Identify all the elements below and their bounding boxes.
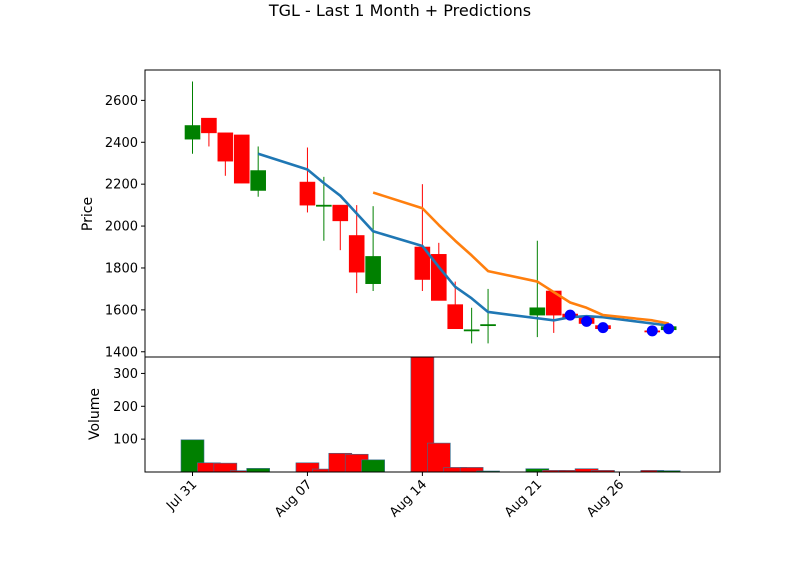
volume-axis-label: Volume: [87, 388, 103, 440]
prediction-point: [581, 315, 593, 327]
price-axes-frame: [144, 69, 721, 358]
volume-y-tick-label: 100: [113, 433, 138, 448]
candle-body: [447, 304, 464, 330]
candle-body: [316, 204, 332, 207]
candle-body: [217, 132, 234, 162]
candle-body: [463, 329, 480, 332]
candle-body: [250, 170, 266, 191]
candle-body: [365, 256, 381, 284]
chart-title: TGL - Last 1 Month + Predictions: [268, 1, 531, 20]
prediction-point: [597, 322, 609, 334]
candle-body: [480, 324, 496, 327]
candle-body: [348, 235, 365, 273]
price-y-tick-label: 1800: [105, 261, 138, 276]
prediction-point: [646, 325, 658, 337]
volume-bar: [246, 468, 270, 473]
candle-body: [201, 117, 217, 134]
price-y-tick-label: 1400: [105, 345, 138, 360]
volume-bar: [361, 459, 385, 473]
candle-body: [529, 307, 546, 316]
price-y-tick-label: 2600: [105, 94, 138, 109]
volume-panel: 100 200 300 Jul 31 Aug 07 Aug 14 Aug 21 Aug 26: [113, 356, 721, 520]
price-y-tick-label: 2000: [105, 220, 138, 235]
price-axis-label: Price: [80, 197, 96, 231]
short-average-line: [257, 152, 669, 327]
x-tick-label: Aug 26: [584, 477, 627, 520]
volume-y-tick-label: 200: [113, 400, 138, 415]
volume-axes-frame: [144, 356, 721, 473]
price-y-tick-label: 2400: [105, 136, 138, 151]
candle-body: [184, 125, 201, 140]
long-average-line: [372, 191, 669, 325]
prediction-point: [663, 323, 675, 335]
x-tick-label: Jul 31: [163, 477, 200, 514]
x-tick-label: Aug 21: [502, 477, 545, 520]
price-y-tick-label: 1600: [105, 303, 138, 318]
x-tick-label: Aug 07: [272, 477, 315, 520]
price-panel: 1400 1600 1800 2000 2200 2400 2600: [105, 69, 721, 360]
candle-body: [332, 204, 349, 222]
price-y-tick-label: 2200: [105, 178, 138, 193]
candle-body: [233, 134, 250, 184]
candle-body: [299, 181, 316, 206]
volume-y-tick-label: 300: [113, 367, 138, 382]
x-tick-label: Aug 14: [387, 477, 430, 520]
prediction-point: [564, 309, 576, 321]
